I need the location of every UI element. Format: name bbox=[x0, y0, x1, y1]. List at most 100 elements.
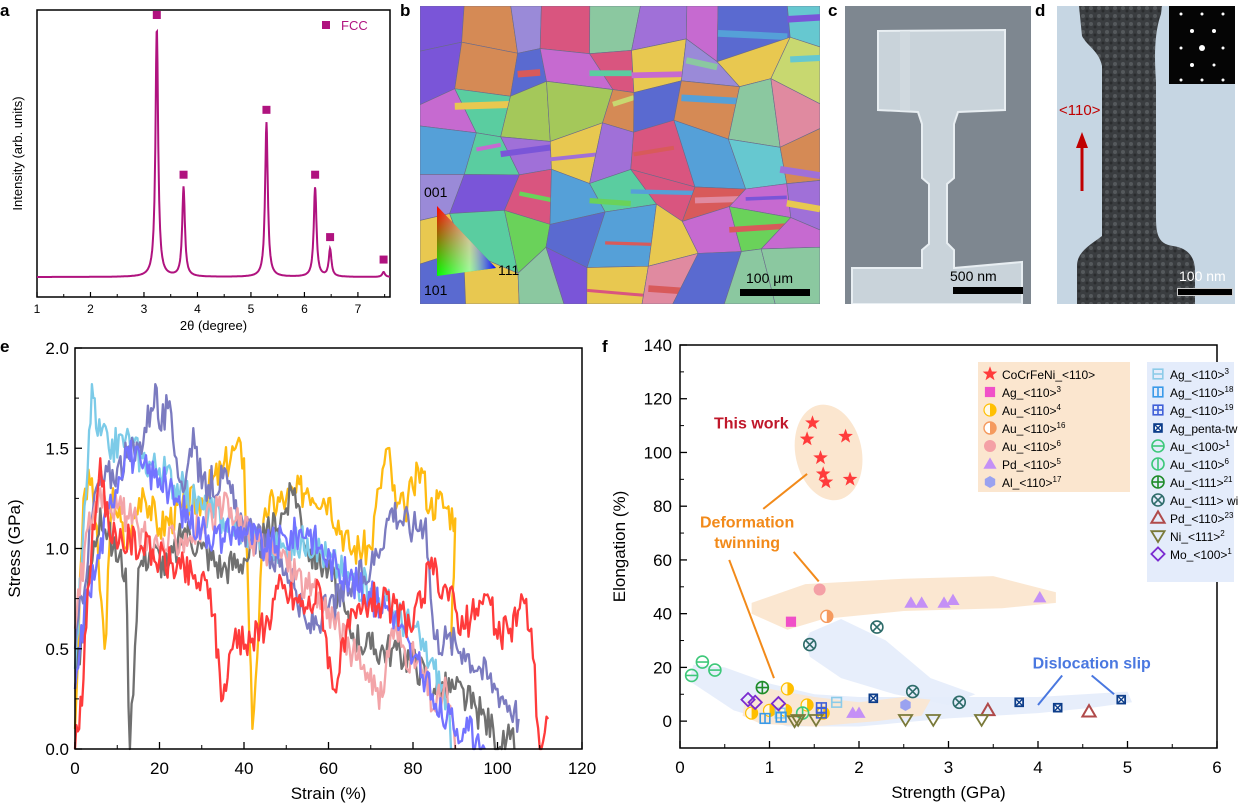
deformation-twinning-region bbox=[751, 576, 1056, 630]
legend-label-slip: Ag_<110>18 bbox=[1170, 385, 1234, 400]
y-tick-label: 1.0 bbox=[45, 540, 69, 559]
deformation-twinning-label: twinning bbox=[714, 535, 780, 552]
legend-superscript: 5 bbox=[1057, 457, 1062, 466]
y-tick-label: 1.5 bbox=[45, 439, 69, 458]
twin-band bbox=[476, 142, 502, 152]
data-point bbox=[905, 684, 920, 699]
ipf-label-111: 111 bbox=[498, 262, 520, 278]
ebsd-grains bbox=[420, 6, 820, 304]
legend-label-twinning: Pd_<110>5 bbox=[1002, 457, 1062, 472]
marker-part bbox=[983, 403, 997, 417]
legend-label-slip: Mo_<100>1 bbox=[1170, 547, 1232, 562]
direction-label: <110> bbox=[1059, 102, 1101, 119]
x-tick-label: 120 bbox=[568, 759, 596, 778]
legend-superscript: 17 bbox=[1053, 475, 1062, 484]
twin-band bbox=[586, 288, 649, 298]
legend-superscript: 18 bbox=[1225, 385, 1234, 394]
legend-label-slip: Ag_penta-twinned20 bbox=[1170, 421, 1238, 436]
dislocation-slip-region bbox=[805, 619, 976, 705]
circle-marker bbox=[1151, 493, 1165, 507]
marker-part bbox=[1117, 696, 1125, 704]
legend-label-twinning: CoCrFeNi_<110> bbox=[1002, 368, 1095, 382]
legend-superscript: 2 bbox=[1220, 529, 1225, 538]
legend-label-twinning: Ag_<110>3 bbox=[1002, 385, 1062, 400]
legend-superscript: 3 bbox=[1057, 385, 1062, 394]
stress-strain-chart: 0 20 40 60 80 100 120 0.0 0.5 1.0 1.5 2.0 Strain (%)… bbox=[5, 339, 596, 803]
panel-label-e: e bbox=[0, 337, 10, 356]
x-tick-label: 5 bbox=[248, 302, 255, 316]
grain bbox=[770, 78, 820, 148]
ipf-label-101: 101 bbox=[424, 282, 448, 298]
legend-box-twinning bbox=[978, 362, 1130, 492]
data-point bbox=[842, 471, 858, 486]
legend-superscript: 16 bbox=[1057, 421, 1066, 430]
data-point bbox=[820, 609, 834, 624]
twin-band bbox=[605, 241, 657, 247]
twin-band bbox=[454, 100, 511, 110]
square-marker bbox=[1152, 386, 1164, 398]
sem-image: 500 nm bbox=[845, 6, 1031, 304]
y-tick-label: 0.5 bbox=[45, 640, 69, 659]
marker-part bbox=[983, 421, 997, 435]
data-point bbox=[802, 637, 817, 652]
data-point bbox=[925, 714, 942, 728]
twin-band bbox=[612, 95, 635, 107]
y-tick-label: 140 bbox=[644, 336, 672, 355]
plot-frame bbox=[36, 9, 391, 298]
stress-strain-curve-sample-red bbox=[73, 457, 550, 751]
data-point bbox=[946, 593, 960, 606]
stress-strain-curve-sample-blue bbox=[73, 439, 486, 751]
legend-label-twinning: Au_<110>4 bbox=[1002, 403, 1062, 418]
fcc-peak-marker bbox=[262, 105, 271, 114]
data-point bbox=[838, 428, 853, 443]
square-marker bbox=[1153, 423, 1163, 433]
data-point bbox=[789, 714, 807, 728]
legend-superscript: 23 bbox=[1225, 511, 1234, 520]
y-tick-label: 2.0 bbox=[45, 339, 69, 358]
legend-label-slip: Au_<111>21 bbox=[1170, 475, 1233, 490]
circle-marker bbox=[1151, 475, 1165, 489]
legend-label-twinning: Au_<110>16 bbox=[1002, 421, 1066, 436]
fcc-peak-marker bbox=[311, 170, 320, 179]
data-point bbox=[684, 668, 699, 683]
marker-part bbox=[954, 697, 965, 708]
twin-band bbox=[786, 199, 820, 213]
data-point bbox=[745, 706, 759, 720]
tem-image: <110> 100 nm bbox=[1057, 6, 1235, 304]
fcc-peak-marker bbox=[179, 170, 188, 179]
scale-bar bbox=[740, 289, 810, 296]
scale-bar bbox=[1177, 288, 1233, 296]
twinning-pointer-line bbox=[792, 551, 820, 583]
data-point bbox=[818, 474, 834, 489]
twin-band bbox=[685, 57, 718, 71]
legend-label-slip: Au_<100>1 bbox=[1170, 439, 1230, 454]
ebsd-map: 001 101 111 100 μm bbox=[420, 6, 820, 304]
marker-part bbox=[1152, 368, 1164, 380]
legend-label-fcc: FCC bbox=[341, 18, 368, 33]
marker-part bbox=[780, 682, 794, 696]
diamond-marker bbox=[1150, 546, 1166, 562]
fcc-peak-marker bbox=[379, 255, 388, 264]
marker-part bbox=[907, 686, 918, 697]
twin-band bbox=[717, 29, 788, 41]
y-tick-label: 120 bbox=[644, 390, 672, 409]
legend-superscript: 1 bbox=[1227, 547, 1232, 556]
x-tick-label: 60 bbox=[319, 759, 338, 778]
twin-band bbox=[517, 69, 541, 78]
x-tick-label: 2 bbox=[87, 302, 94, 316]
scale-bar-label: 100 nm bbox=[1179, 268, 1226, 284]
data-point bbox=[831, 696, 843, 708]
data-point bbox=[780, 682, 794, 696]
data-point bbox=[870, 620, 884, 634]
twinning-pointer-line bbox=[762, 473, 808, 510]
scale-bar-label: 100 μm bbox=[746, 270, 793, 286]
legend-label-twinning: Al_<110>17 bbox=[1002, 475, 1062, 490]
y-tick-label: 40 bbox=[653, 605, 672, 624]
ipf-label-001: 001 bbox=[424, 184, 448, 200]
square-marker bbox=[1152, 404, 1164, 416]
x-tick-label: 6 bbox=[301, 302, 308, 316]
marker-part bbox=[1154, 424, 1162, 432]
data-point bbox=[708, 663, 722, 677]
legend-superscript: 3 bbox=[1225, 367, 1230, 376]
scale-bar-label: 500 nm bbox=[950, 268, 997, 284]
